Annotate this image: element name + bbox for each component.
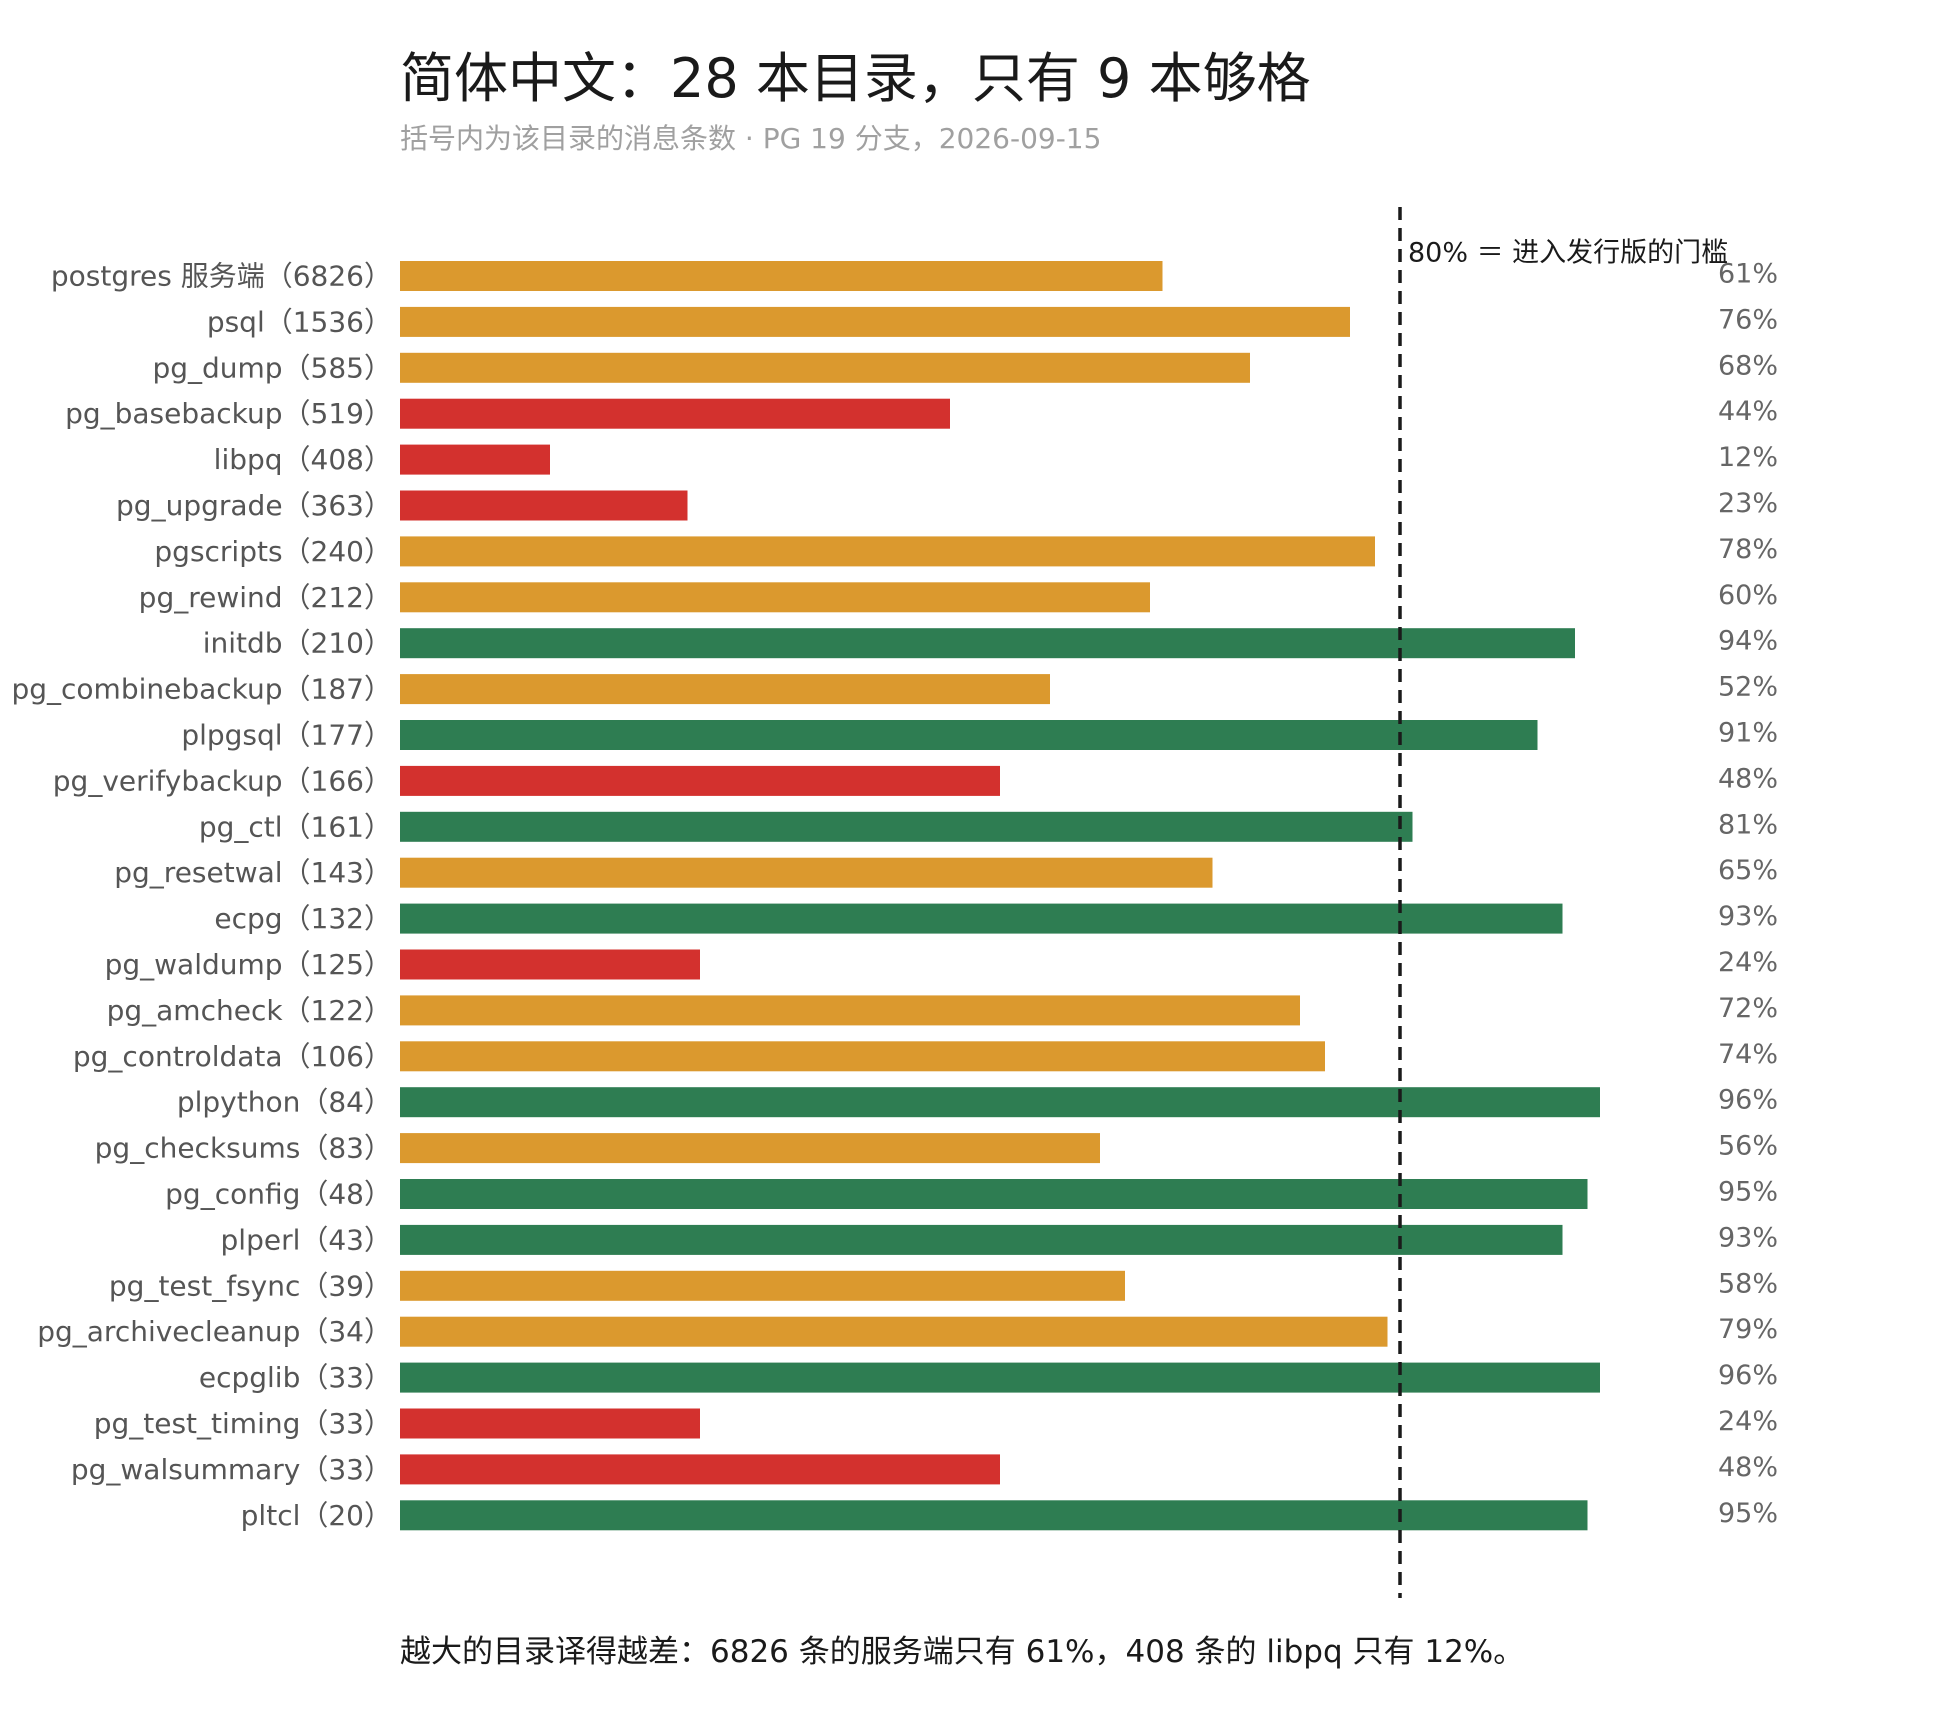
value-label: 76%	[1718, 304, 1778, 335]
category-label: pltcl（20）	[241, 1499, 392, 1532]
bar	[400, 674, 1050, 705]
value-label: 48%	[1718, 1452, 1778, 1483]
value-label: 91%	[1718, 718, 1778, 749]
value-label: 60%	[1718, 580, 1778, 611]
bar	[400, 1041, 1325, 1072]
value-label: 93%	[1718, 901, 1778, 932]
category-label: libpq（408）	[214, 443, 392, 476]
value-label: 24%	[1718, 1406, 1778, 1437]
category-label: pg_test_fsync（39）	[109, 1269, 392, 1302]
category-label: pg_checksums（83）	[95, 1132, 392, 1165]
bars-group	[400, 261, 1600, 1531]
bar	[400, 1316, 1388, 1347]
value-label: 56%	[1718, 1131, 1778, 1162]
value-label: 24%	[1718, 947, 1778, 978]
category-label: pg_config（48）	[165, 1178, 392, 1211]
category-label: ecpg（132）	[214, 902, 392, 935]
bar	[400, 1270, 1125, 1301]
category-label: plpython（84）	[177, 1086, 392, 1119]
bar	[400, 1454, 1000, 1485]
value-label: 74%	[1718, 1039, 1778, 1070]
value-label: 44%	[1718, 396, 1778, 427]
category-labels-group: postgres 服务端（6826） psql（1536） pg_dump（585）…	[11, 260, 392, 1532]
value-label: 96%	[1718, 1360, 1778, 1391]
bar	[400, 306, 1350, 337]
value-label: 79%	[1718, 1314, 1778, 1345]
value-label: 95%	[1718, 1177, 1778, 1208]
category-label: pgscripts（240）	[154, 535, 392, 568]
category-label: pg_waldump（125）	[105, 948, 392, 981]
value-label: 96%	[1718, 1085, 1778, 1116]
chart-title: 简体中文：28 本目录，只有 9 本够格	[400, 47, 1311, 110]
bar	[400, 490, 688, 521]
category-label: pg_verifybackup（166）	[53, 764, 392, 797]
chart-subtitle: 括号内为该目录的消息条数 · PG 19 分支，2026-09-15	[400, 122, 1102, 155]
value-labels-group: 61% 76% 68% 44% 12% 23% 78% 60% 94% 52% 91% 48% 81% 6…	[1718, 259, 1778, 1529]
chart-footnote: 越大的目录译得越差：6826 条的服务端只有 61%，408 条的 libpq …	[400, 1634, 1525, 1670]
bar	[400, 582, 1150, 613]
value-label: 58%	[1718, 1268, 1778, 1299]
bar	[400, 949, 700, 980]
category-label: pg_upgrade（363）	[116, 489, 392, 522]
category-label: pg_test_timing（33）	[94, 1407, 392, 1440]
bar	[400, 628, 1575, 659]
bar	[400, 811, 1413, 842]
value-label: 93%	[1718, 1222, 1778, 1253]
bar	[400, 1408, 700, 1439]
bar	[400, 857, 1213, 888]
value-label: 78%	[1718, 534, 1778, 565]
category-label: initdb（210）	[203, 627, 392, 660]
category-label: pg_amcheck（122）	[107, 994, 392, 1027]
category-label: pg_rewind（212）	[139, 581, 392, 614]
bar	[400, 1224, 1563, 1255]
category-label: pg_resetwal（143）	[114, 856, 392, 889]
category-label: plperl（43）	[221, 1223, 392, 1256]
category-label: postgres 服务端（6826）	[51, 260, 392, 293]
bar	[400, 444, 550, 475]
bar	[400, 995, 1300, 1026]
category-label: plpgsql（177）	[181, 719, 392, 752]
value-label: 81%	[1718, 809, 1778, 840]
bar	[400, 398, 950, 429]
value-label: 72%	[1718, 993, 1778, 1024]
value-label: 95%	[1718, 1498, 1778, 1529]
bar	[400, 536, 1375, 567]
threshold-label: 80% ＝ 进入发行版的门槛	[1408, 238, 1728, 269]
bar	[400, 1087, 1600, 1118]
category-label: pg_archivecleanup（34）	[37, 1315, 392, 1348]
category-label: ecpglib（33）	[199, 1361, 392, 1394]
value-label: 23%	[1718, 488, 1778, 519]
value-label: 65%	[1718, 855, 1778, 886]
bar	[400, 720, 1538, 750]
category-label: psql（1536）	[207, 305, 392, 338]
value-label: 94%	[1718, 626, 1778, 657]
bar	[400, 352, 1250, 383]
value-label: 68%	[1718, 350, 1778, 381]
value-label: 61%	[1718, 259, 1778, 290]
value-label: 48%	[1718, 763, 1778, 794]
category-label: pg_ctl（161）	[199, 810, 392, 843]
category-label: pg_controldata（106）	[73, 1040, 392, 1073]
bar	[400, 903, 1563, 934]
bar	[400, 261, 1163, 291]
bar	[400, 1179, 1588, 1209]
value-label: 52%	[1718, 672, 1778, 703]
category-label: pg_dump（585）	[152, 351, 392, 384]
bar	[400, 765, 1000, 796]
bar	[400, 1133, 1100, 1164]
category-label: pg_walsummary（33）	[71, 1453, 392, 1486]
category-label: pg_basebackup（519）	[65, 397, 392, 430]
bar	[400, 1362, 1600, 1393]
bar	[400, 1500, 1588, 1531]
value-label: 12%	[1718, 442, 1778, 473]
category-label: pg_combinebackup（187）	[11, 673, 392, 706]
